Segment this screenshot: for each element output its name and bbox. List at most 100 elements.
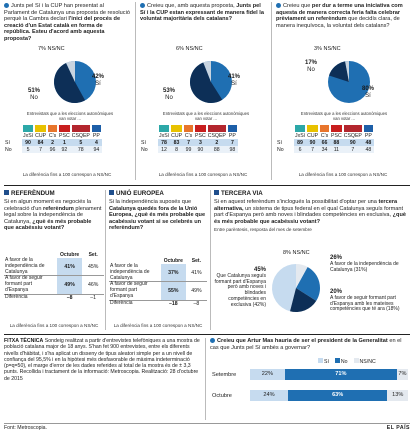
table-cell: 90 [22,139,35,146]
panel2-nsnc-text: 6% NS/NC [176,46,203,52]
col-header: Set. [88,252,98,258]
panel3-si-pct: 80% [362,86,375,92]
tercera-nsnc-text: 8% NS/NC [283,250,310,256]
row-label: Sí [277,139,282,146]
tercera-pie-nsnc [296,264,308,288]
table-cell: 46% [82,275,104,295]
panel2-row-no: No 12 8 99 90 88 98 [140,146,238,153]
row-label: A favor de seguir formant part d'Espanya [4,275,57,295]
panel1-pie: 7% [53,61,96,103]
cs-logo [184,125,194,132]
table-cell: 83 [170,139,184,146]
q-bold: Catalunya quedés fora de la Unió Europea… [109,205,206,232]
table-cell: 88 [206,146,227,153]
party-name: CUP [35,132,47,139]
table-cell: 98 [226,146,238,153]
tercera-federal-label: 45% Que Catalunya seguís formant part d'E… [214,267,266,309]
panel2-question-text: Creieu que, amb aquesta proposta, [147,3,237,9]
csqep-logo [71,125,90,132]
legend-no: No [334,358,348,365]
row-label: Diferència [4,293,57,301]
table-cell: 88 [330,139,343,146]
pp-logo [227,125,237,132]
panel3-nsnc-pct: 3% [314,46,322,52]
row-label: A favor de la independència de Catalunya [5,257,45,275]
legend-swatch [334,358,340,363]
table-cell: 2 [206,139,227,146]
panel1-party-table: JxSí CUP C's PSC CSQEP PP Sí 90 84 2 1 5… [4,125,102,153]
tercera-nsnc-name: NS/NC [292,250,310,256]
party-name: PSC [195,132,206,139]
panel3-party-names: JxSí CUP C's PSC CSQEP PP [276,132,374,139]
panel1-question: Junts pel Sí i la CUP han presentat al P… [4,3,130,43]
table-cell: 34 [319,146,331,153]
row-label: No [141,146,148,153]
table-cell: 4 [90,139,102,146]
table-cell: 11 [330,146,343,153]
party-name: CSQEP [71,132,90,139]
party-name: PP [92,132,100,139]
bullet-icon [276,3,281,9]
panel3-row-no: No 6 7 34 11 7 48 [276,146,374,153]
legend-swatch [318,358,323,363]
divider [205,338,206,420]
panel2-no-text: 53% No [163,88,175,102]
party-name: JxSí [295,132,306,139]
table-cell: 90 [342,139,363,146]
table-cell: 12 [158,146,171,153]
divider [4,185,410,186]
divider [271,2,272,180]
table-cell: 7 [34,146,48,153]
panel1-si-text: 42% Sí [92,74,104,88]
q-bold: referèndum [43,205,74,212]
panel1-si-name: Sí [95,81,101,87]
panel1-question-bold: l'inici del procés de creació d'un Estat… [4,16,121,42]
tercera-espanya-text: A favor de seguir formant part d'Espanya… [330,294,400,313]
csqep-logo [343,125,362,132]
table-cell: 48 [362,146,374,153]
legend-nsnc: NS/NC [353,358,376,365]
q-text: plenament legal sobre la independència d… [4,205,102,225]
table-cell: 92 [58,146,71,153]
tercera-subtitle: Entre parèntesis, resposta del mes de se… [214,227,312,233]
table-cell: 8 [170,146,184,153]
panel2-no-pct: 53% [163,88,176,94]
panel1-no-text: 51% No [28,88,40,102]
row-label: Diferència [109,299,161,307]
fitxa-text: Sondeig realitzat a partir d'entrevistes… [4,338,200,382]
footer-source: Font: Metroscopia. [4,425,47,431]
ue-question: Si la independència suposés que Cataluny… [109,199,207,232]
panel2-logo-row [140,125,238,132]
artur-question: Creieu que Artur Mas hauria de ser el pr… [210,338,410,351]
panel3-logo-row [276,125,374,132]
ue-title: UNIÓ EUROPEA [109,190,207,197]
ue-diff-note: La diferència fins a 100 correspon a NS/… [113,323,203,328]
bullet-icon [140,3,145,9]
panel3-nsnc-text: 3% NS/NC [314,46,341,52]
pp-logo [363,125,373,132]
referendum-table: Octubre Set. A favor de la independència … [4,252,104,301]
divider [135,2,136,180]
tercera-espanya-pct: 20% [330,289,343,295]
psc-logo [59,125,70,132]
q-text: un sistema de tipus federal en el qual C… [214,205,404,219]
panel1-pie-no [53,62,86,103]
tercera-pie-indep [296,266,320,301]
cup-logo [35,125,47,132]
table-cell: 2 [47,139,59,146]
panel1-logo-row [4,125,102,132]
legend-si: Sí [318,358,329,365]
tercera-federal-pct: 45% [253,267,266,273]
party-name: CSQEP [343,132,362,139]
footer-brand: EL PAÍS [386,425,410,431]
party-name: C's [320,132,329,139]
table-cell: 99 [183,146,195,153]
panel1-no-pct: 51% [28,88,41,94]
stacked-bar: 22% 71% 7% [250,369,408,380]
panel2-voters-label: Entrevistats que a les eleccions autonòm… [162,111,250,121]
cup-logo [307,125,319,132]
bullet-icon [4,3,9,9]
row-label: No [277,146,284,153]
panel3-question: Creieu que per dur a terme una iniciativ… [276,3,410,29]
party-name: JxSí [159,132,170,139]
